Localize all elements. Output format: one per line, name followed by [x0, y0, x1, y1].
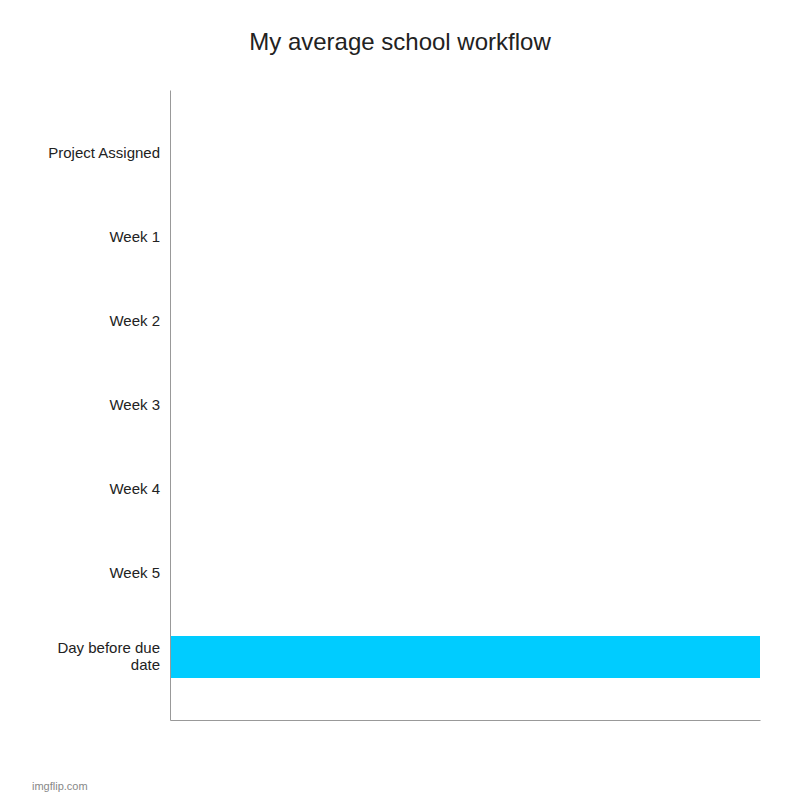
annotation: imgflip.com	[32, 780, 88, 792]
y-tick: Week 4	[109, 480, 160, 497]
bar	[170, 636, 760, 678]
y-tick-label: Project Assigned	[48, 144, 160, 161]
y-tick: Day before duedate	[57, 639, 160, 673]
x-axis-line	[171, 720, 761, 721]
y-tick-label: Week 1	[109, 228, 160, 245]
plot: Project Assigned Week 1 Week 2 Week 3 Week 4…	[48, 91, 760, 721]
y-tick: Project Assigned	[48, 144, 160, 161]
y-tick: Week 5	[109, 564, 160, 581]
y-axis: Project Assigned Week 1 Week 2 Week 3 Week 4…	[48, 91, 170, 721]
y-tick-label: Week 4	[109, 480, 160, 497]
bars	[170, 636, 760, 678]
x-axis	[171, 720, 761, 721]
y-tick-label: Week 5	[109, 564, 160, 581]
y-tick: Week 1	[109, 228, 160, 245]
chart: My average school workflow Project Assign…	[0, 0, 800, 800]
y-tick-label: Week 3	[109, 396, 160, 413]
title: My average school workflow	[249, 28, 551, 55]
y-tick-label: Week 2	[109, 312, 160, 329]
y-tick: Week 3	[109, 396, 160, 413]
y-tick-label: Day before duedate	[57, 639, 160, 673]
y-tick: Week 2	[109, 312, 160, 329]
y-axis-line	[170, 91, 171, 721]
